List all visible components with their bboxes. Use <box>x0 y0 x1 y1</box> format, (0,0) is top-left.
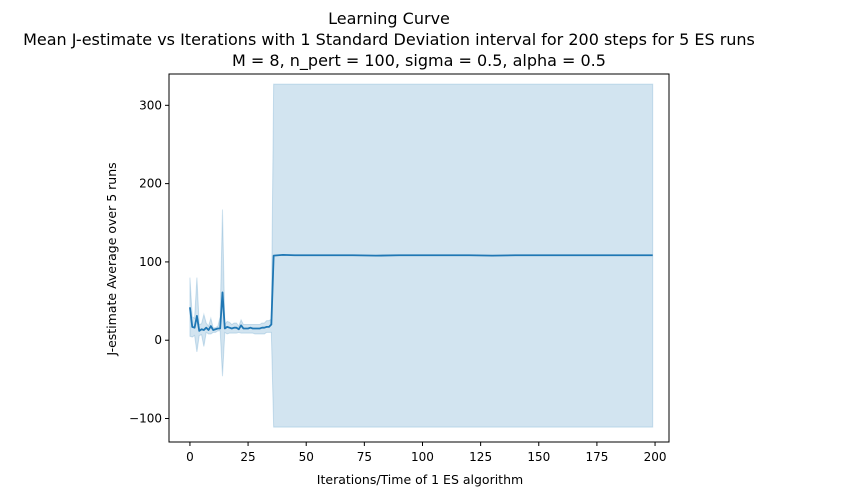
y-axis-label: J-estimate Average over 5 runs <box>104 162 119 356</box>
y-tick-label: −100 <box>129 412 162 426</box>
axes-frame <box>168 73 670 443</box>
chart-subtitle-line-2: M = 8, n_pert = 100, sigma = 0.5, alpha … <box>232 51 606 71</box>
x-axis-label: Iterations/Time of 1 ES algorithm <box>317 472 523 487</box>
x-tick-label: 200 <box>644 450 667 464</box>
y-tick-label: 300 <box>139 98 162 112</box>
x-axis-ticks: 0 25 50 75 100 125 150 175 200 <box>186 442 666 464</box>
mean-line <box>189 253 653 332</box>
y-tick-label: 0 <box>154 333 162 347</box>
x-tick-label: 0 <box>186 450 194 464</box>
y-tick-label: 100 <box>139 255 162 269</box>
x-tick-label: 75 <box>357 450 372 464</box>
x-tick-label: 150 <box>527 450 550 464</box>
x-tick-label: 125 <box>469 450 492 464</box>
y-axis-ticks: −100 0 100 200 300 <box>129 98 169 426</box>
x-tick-label: 25 <box>240 450 255 464</box>
chart-title: Learning Curve <box>328 9 450 28</box>
y-tick-label: 200 <box>139 177 162 191</box>
x-tick-label: 50 <box>299 450 314 464</box>
x-tick-label: 100 <box>411 450 434 464</box>
chart-subtitle-line-1: Mean J-estimate vs Iterations with 1 Sta… <box>23 30 755 49</box>
x-tick-label: 175 <box>585 450 608 464</box>
plot-area <box>189 83 654 428</box>
